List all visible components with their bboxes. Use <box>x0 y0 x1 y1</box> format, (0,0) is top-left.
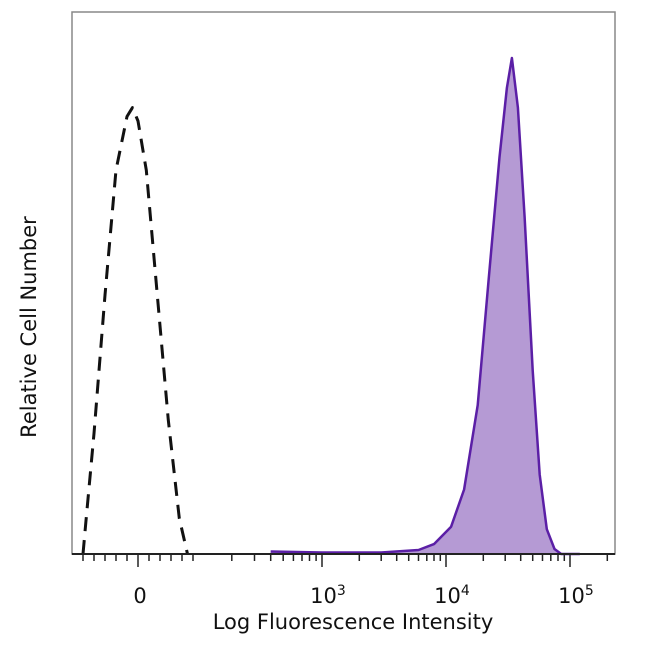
x-tick-label: 104 <box>434 583 470 608</box>
series-1-line <box>270 56 580 556</box>
x-tick-labels: 0 103 104 105 <box>133 583 594 608</box>
series-layer <box>81 56 580 556</box>
y-axis-title: Relative Cell Number <box>17 216 41 438</box>
x-tick-label: 105 <box>558 583 594 608</box>
series-1-fill <box>270 58 580 554</box>
x-axis-ticks <box>82 554 609 567</box>
x-tick-label: 0 <box>133 584 146 608</box>
x-tick-label: 103 <box>310 583 346 608</box>
series-0-line <box>81 106 189 555</box>
x-axis-title: Log Fluorescence Intensity <box>213 610 494 634</box>
